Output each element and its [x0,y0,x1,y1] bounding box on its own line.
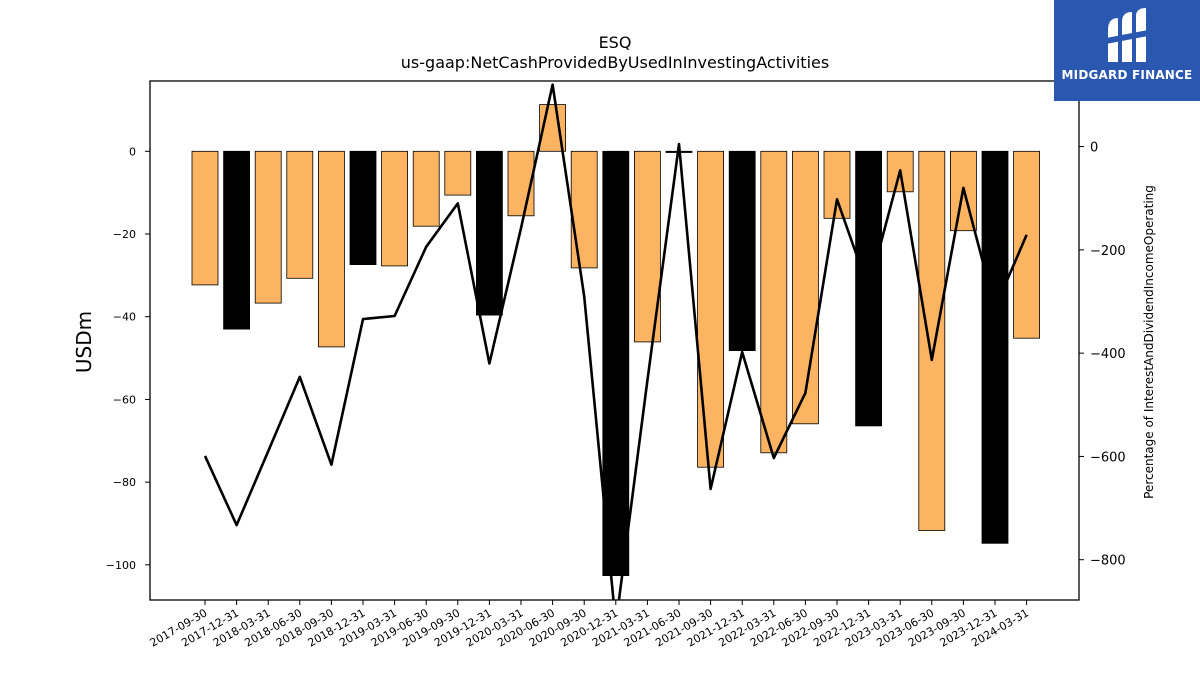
bar-2022-03-31 [760,150,788,454]
y-axis-label-right: Percentage of InterestAndDividendIncomeO… [1142,185,1156,499]
bar-2019-12-31 [475,150,503,316]
bar-2017-09-30 [191,150,219,286]
bar-2019-06-30 [412,150,440,227]
bar-2024-03-31 [1013,150,1040,339]
right-tick-label: −400 [1090,347,1126,362]
left-tick-label: 0 [129,145,136,158]
y-axis-label-left: USDm [72,311,96,373]
bar-2021-12-31 [728,150,756,352]
bar-2018-03-31 [254,150,282,304]
left-tick-label: −100 [106,559,136,572]
bars-group [191,104,1040,576]
right-tick-label: −800 [1090,554,1126,569]
logo-text: MIDGARD FINANCE [1061,68,1193,82]
right-tick-label: −600 [1090,450,1126,465]
brand-logo: MIDGARD FINANCE [1054,0,1200,101]
bar-2017-12-31 [223,150,251,330]
left-tick-label: −60 [113,393,136,406]
bar-2023-06-30 [918,150,946,531]
midgard-logo-icon [1106,8,1148,62]
bar-2018-06-30 [286,150,314,279]
right-tick-label: −200 [1090,244,1126,259]
bar-2019-03-31 [381,150,409,267]
line-group [203,83,1028,600]
bar-2020-12-31 [602,150,630,576]
left-tick-label: −20 [113,228,136,241]
chart-title: ESQ [599,33,632,52]
right-tick-label: 0 [1090,141,1098,156]
bar-2018-09-30 [317,150,345,348]
left-tick-label: −40 [113,311,136,324]
bar-2019-09-30 [444,150,472,196]
left-tick-label: −80 [113,476,136,489]
chart-subtitle: us-gaap:NetCashProvidedByUsedInInvesting… [401,53,829,72]
bar-2020-09-30 [570,150,598,269]
bar-2023-12-31 [981,150,1009,544]
bar-2018-12-31 [349,150,377,266]
bar-2022-06-30 [792,150,819,425]
bar-2022-09-30 [823,150,851,219]
bar-2021-09-30 [697,150,724,468]
percentage-line [203,83,1028,600]
plot-frame [149,80,1080,601]
